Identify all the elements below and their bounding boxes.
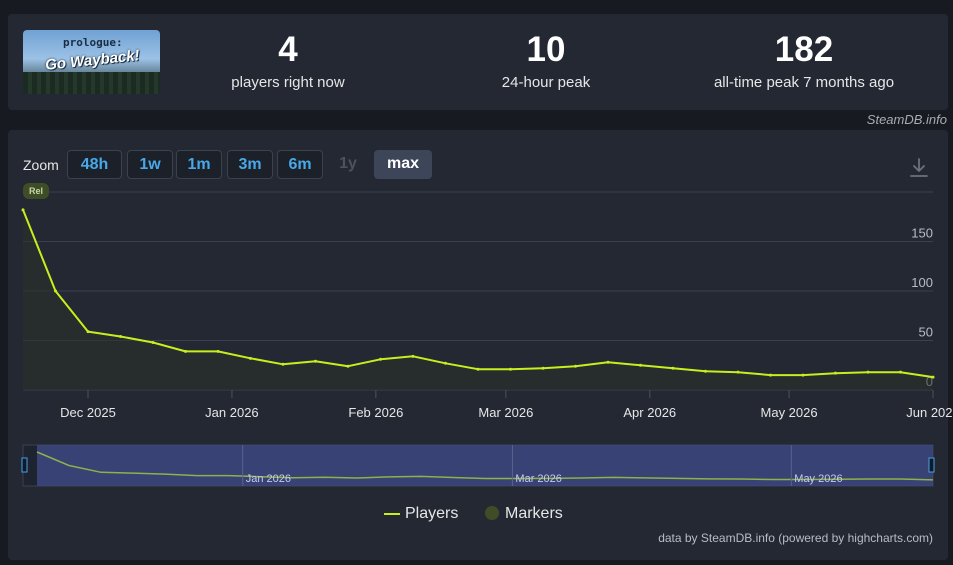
data-point [281, 362, 285, 366]
legend-markers[interactable]: Markers [485, 505, 563, 523]
y-tick-label: 100 [911, 275, 933, 290]
x-tick-label: Jan 2026 [205, 405, 259, 420]
data-point [444, 361, 447, 365]
data-point [834, 371, 837, 375]
legend-markers-label: Markers [505, 505, 563, 522]
stat-value: 4 [278, 30, 298, 69]
stat-value: 10 [526, 30, 566, 69]
legend-players[interactable]: Players [384, 505, 458, 523]
data-point [411, 354, 415, 358]
stat-value: 182 [774, 30, 834, 69]
data-point [151, 340, 155, 344]
stat-label: all-time peak 7 months ago [713, 74, 895, 91]
data-point [86, 330, 90, 334]
game-thumbnail[interactable]: prologue: Go Wayback! [23, 30, 160, 94]
navigator-handle-left [21, 457, 28, 473]
x-tick-label: May 2026 [761, 405, 818, 420]
release-marker [23, 183, 49, 199]
zoom-1y-button: 1y [339, 155, 357, 172]
release-marker-label: Rel [29, 186, 43, 196]
data-point [346, 364, 350, 368]
x-tick-label: Mar 2026 [478, 405, 533, 420]
navigator-label: Jan 2026 [246, 473, 291, 485]
stat-label: 24-hour peak [501, 74, 591, 91]
data-point [541, 366, 545, 370]
data-point [379, 357, 382, 361]
zoom-1w-button[interactable]: 1w [127, 150, 173, 179]
data-point [801, 373, 805, 377]
data-point [736, 370, 740, 374]
navigator-series-line [36, 451, 934, 481]
data-point [216, 349, 220, 353]
zoom-3m-button[interactable]: 3m [227, 150, 273, 179]
steamdb-credit[interactable]: SteamDB.info [866, 112, 947, 127]
zoom-6m-button[interactable]: 6m [277, 150, 323, 179]
data-point [21, 208, 25, 212]
data-point [119, 335, 122, 339]
navigator-label: Mar 2026 [515, 473, 561, 485]
legend-marker-icon [485, 506, 499, 520]
legend-line-icon [384, 512, 400, 515]
data-point [671, 366, 675, 370]
data-point [54, 289, 57, 293]
stat-alltime-peak: 182 all-time peak 7 months ago [694, 30, 914, 91]
data-point [769, 373, 772, 377]
data-point [314, 359, 317, 363]
x-tick-label: Jun 2026 [906, 405, 953, 420]
stat-current-players: 4 players right now [178, 30, 398, 91]
zoom-label: Zoom [23, 157, 59, 173]
x-tick-label: Dec 2025 [60, 405, 116, 420]
data-point [509, 367, 512, 371]
thumbnail-subtitle: prologue: [63, 36, 123, 49]
data-point [249, 356, 252, 360]
highcharts-credit[interactable]: data by SteamDB.info (powered by highcha… [658, 531, 933, 545]
x-tick-label: Feb 2026 [348, 405, 403, 420]
data-point [899, 370, 902, 374]
navigator-handle-right [928, 457, 935, 473]
y-tick-label: 50 [919, 325, 933, 340]
stat-label: players right now [231, 74, 345, 91]
data-point [184, 349, 187, 353]
data-point [476, 367, 480, 371]
navigator-label: May 2026 [794, 473, 842, 485]
zoom-max-button[interactable]: max [374, 150, 432, 179]
data-point [931, 375, 935, 379]
x-tick-label: Apr 2026 [623, 405, 676, 420]
zoom-1m-button[interactable]: 1m [176, 150, 222, 179]
stats-panel: prologue: Go Wayback! 4 players right no… [8, 14, 948, 110]
legend-players-label: Players [405, 505, 459, 522]
data-point [639, 363, 642, 367]
data-point [574, 364, 577, 368]
data-point [866, 370, 870, 374]
stat-24h-peak: 10 24-hour peak [436, 30, 656, 91]
data-point [606, 360, 610, 364]
series-area [23, 209, 933, 390]
data-point [704, 369, 707, 373]
download-icon[interactable] [908, 157, 930, 179]
zoom-48h-button[interactable]: 48h [67, 150, 122, 179]
y-tick-label: 150 [911, 226, 933, 241]
thumbnail-forest [23, 72, 160, 94]
